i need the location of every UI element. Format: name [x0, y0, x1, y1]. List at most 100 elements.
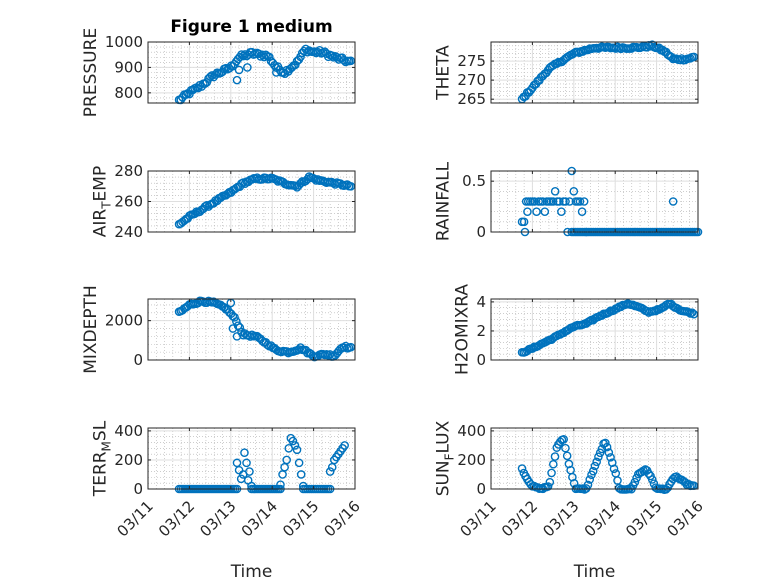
data-point	[579, 197, 589, 206]
y-tick-label: 1000	[105, 33, 143, 51]
y-axis-label: THETA	[434, 45, 454, 101]
y-tick-label: 260	[114, 193, 143, 211]
data-point	[569, 187, 579, 196]
data-point	[234, 65, 244, 75]
data-point	[259, 52, 269, 62]
y-tick-label: 400	[457, 422, 486, 440]
data-point	[601, 438, 610, 448]
data-point	[548, 459, 558, 469]
x-axis-label: Time	[230, 562, 273, 582]
axes-box	[490, 41, 699, 104]
data-point	[668, 197, 678, 206]
data-point	[545, 477, 555, 487]
y-tick-label: 900	[114, 58, 143, 76]
data-point	[346, 56, 356, 66]
data-point	[630, 477, 640, 487]
y-tick-label: 2	[476, 322, 486, 340]
data-point	[205, 72, 215, 82]
data-point	[557, 207, 566, 216]
data-point	[613, 476, 622, 485]
y-tick-label: 0.5	[462, 172, 486, 190]
data-point	[242, 458, 251, 468]
data-point	[547, 468, 556, 478]
data-point	[238, 178, 248, 187]
data-point	[290, 441, 300, 450]
data-point	[532, 207, 541, 216]
data-point	[548, 197, 558, 206]
axes-box	[490, 427, 699, 490]
y-tick-label: 2000	[105, 312, 143, 330]
data-point	[282, 455, 291, 465]
y-tick-label: 0	[476, 223, 486, 241]
data-point	[555, 197, 564, 206]
data-point	[602, 442, 612, 452]
data-point	[332, 53, 342, 62]
data-point	[519, 217, 529, 227]
data-point	[181, 90, 191, 99]
data-point	[543, 482, 553, 491]
data-point	[561, 197, 570, 206]
axes-rainfall: 0 0.5 RAINFALL	[434, 161, 703, 241]
y-axis-label: TERRMSL	[91, 420, 114, 497]
y-axis-label: AIRTEMP	[91, 166, 114, 237]
data-point	[325, 467, 335, 476]
data-point	[240, 448, 249, 457]
x-tick-label: 03/11	[114, 497, 157, 540]
data-point	[559, 434, 569, 444]
data-point	[243, 63, 252, 72]
data-point	[594, 452, 603, 462]
x-tick-label: 03/13	[196, 497, 239, 540]
data-point	[517, 464, 527, 473]
data-point	[562, 451, 572, 461]
axes-box	[490, 298, 699, 361]
data-point	[687, 308, 697, 317]
figure-title: Figure 1 medium	[170, 17, 332, 37]
data-point	[327, 51, 337, 60]
y-axis-label: SUNFLUX	[434, 420, 457, 496]
x-tick-label: 03/12	[498, 497, 541, 540]
y-tick-label: 0	[476, 351, 486, 369]
data-point	[583, 480, 593, 490]
data-point	[609, 464, 619, 474]
y-tick-label: 265	[457, 90, 486, 108]
x-tick-label: 03/16	[321, 497, 364, 540]
y-tick-label: 270	[457, 71, 486, 89]
axes-box	[147, 427, 356, 490]
data-point	[689, 309, 699, 319]
data-point	[272, 68, 281, 77]
data-point	[592, 457, 601, 467]
data-point	[585, 475, 595, 484]
x-tick-label: 03/13	[539, 497, 582, 540]
data-point	[588, 466, 598, 476]
data-point	[550, 187, 560, 196]
data-point	[689, 52, 699, 62]
data-point	[590, 461, 600, 471]
x-tick-label: 03/14	[581, 497, 624, 540]
y-tick-label: 200	[457, 451, 486, 469]
data-point	[647, 475, 657, 484]
x-tick-label: 03/15	[622, 497, 665, 540]
y-tick-label: 0	[133, 480, 143, 498]
data-point	[230, 312, 239, 322]
data-point	[228, 324, 238, 333]
x-tick-label: 03/14	[238, 497, 281, 540]
data-point	[530, 197, 539, 206]
data-point	[577, 207, 587, 216]
data-point	[232, 75, 242, 85]
data-point	[540, 207, 550, 216]
y-tick-label: 200	[114, 451, 143, 469]
data-point	[684, 307, 693, 317]
y-tick-label: 800	[114, 84, 143, 102]
data-point	[538, 197, 548, 206]
y-tick-label: 280	[114, 162, 143, 180]
data-point	[346, 182, 356, 191]
data-point	[575, 197, 585, 206]
data-point	[292, 445, 302, 455]
